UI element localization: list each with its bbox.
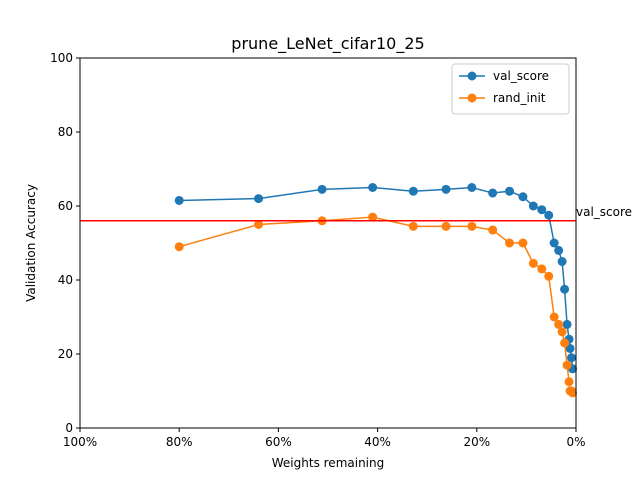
data-point-val_score (554, 245, 564, 255)
legend-swatch-marker (467, 93, 477, 103)
legend-label-rand_init: rand_init (493, 91, 546, 105)
data-point-rand_init (408, 221, 418, 231)
y-tick-label: 80 (58, 125, 73, 139)
data-point-val_score (368, 183, 378, 192)
x-tick-label: 100% (63, 435, 97, 449)
data-point-val_score (441, 184, 451, 194)
plot-frame (79, 57, 577, 429)
data-point-rand_init (467, 221, 477, 231)
data-point-val_score (565, 343, 575, 353)
data-point-rand_init (528, 258, 538, 268)
x-tick-label: 0% (566, 435, 585, 449)
data-point-val_score (557, 257, 567, 266)
data-point-rand_init (549, 312, 559, 322)
series-layer (174, 183, 578, 398)
data-point-rand_init (488, 225, 498, 235)
data-point-val_score (562, 319, 572, 329)
y-tick-label: 100 (50, 51, 73, 65)
y-tick-label: 40 (58, 273, 73, 287)
series-val_score (174, 183, 578, 374)
data-point-val_score (254, 194, 264, 204)
data-point-rand_init (544, 271, 554, 281)
data-point-rand_init (441, 221, 451, 231)
series-rand_init (174, 212, 578, 398)
data-point-val_score (488, 188, 498, 198)
data-point-val_score (408, 186, 418, 196)
data-point-val_score (544, 210, 554, 220)
data-point-rand_init (562, 360, 572, 370)
chart-title: prune_LeNet_cifar10_25 (231, 34, 424, 54)
reference-line-label: val_score (576, 205, 632, 219)
data-point-rand_init (568, 388, 578, 398)
data-point-rand_init (254, 220, 264, 229)
data-point-val_score (467, 183, 477, 192)
data-point-val_score (528, 201, 538, 211)
data-point-val_score (567, 353, 577, 363)
data-point-val_score (549, 238, 559, 248)
y-axis-ticks: 0 20 40 60 80 100 (50, 51, 80, 435)
data-point-rand_init (554, 319, 564, 329)
data-point-val_score (560, 284, 570, 294)
y-tick-label: 20 (58, 347, 73, 361)
data-point-val_score (317, 184, 327, 194)
data-point-rand_init (564, 377, 574, 387)
data-point-rand_init (557, 327, 567, 337)
data-point-rand_init (174, 242, 184, 252)
legend-swatch-marker (467, 71, 477, 81)
data-point-rand_init (368, 212, 378, 222)
x-tick-label: 80% (166, 435, 193, 449)
data-point-rand_init (537, 264, 547, 274)
data-point-val_score (174, 195, 184, 205)
data-point-val_score (537, 205, 547, 215)
x-tick-label: 40% (364, 435, 391, 449)
legend-label-val_score: val_score (493, 69, 549, 83)
data-point-val_score (518, 192, 528, 202)
legend: val_score rand_init (451, 63, 570, 115)
x-axis-ticks: 100% 80% 60% 40% 20% 0% (63, 428, 586, 449)
y-tick-label: 60 (58, 199, 73, 213)
data-point-rand_init (560, 338, 570, 348)
data-point-val_score (505, 186, 515, 196)
x-tick-label: 60% (265, 435, 292, 449)
data-point-rand_init (505, 238, 515, 248)
data-point-rand_init (518, 238, 528, 248)
hline-layer: val_score (80, 205, 632, 222)
x-tick-label: 20% (463, 435, 490, 449)
series-line-rand_init (178, 216, 574, 394)
y-tick-label: 0 (65, 421, 73, 435)
x-axis-label: Weights remaining (272, 456, 384, 470)
series-line-val_score (179, 186, 574, 369)
y-axis-label: Validation Accuracy (24, 184, 38, 302)
